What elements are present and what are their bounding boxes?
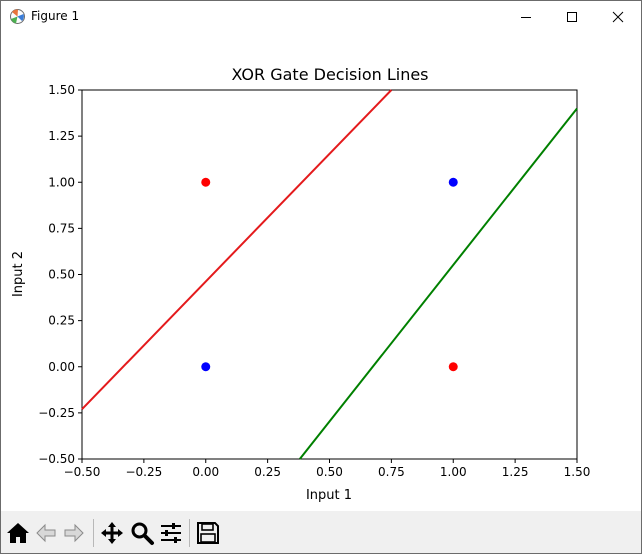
- x-tick-label: −0.25: [125, 465, 162, 479]
- sliders-icon[interactable]: [158, 520, 184, 546]
- figure-canvas[interactable]: XOR Gate Decision Lines −0.50 −0.25 0.00 0.…: [1, 32, 641, 512]
- minimize-button[interactable]: [503, 1, 549, 32]
- toolbar-separator: [93, 519, 94, 547]
- move-icon[interactable]: [99, 520, 125, 546]
- decision-lines: [81, 89, 578, 460]
- scatter-point: [201, 362, 211, 372]
- home-icon[interactable]: [5, 520, 31, 546]
- window-title: Figure 1: [31, 9, 80, 23]
- decision-line: [299, 107, 578, 460]
- y-axis-label: Input 2: [11, 251, 26, 297]
- y-tick-label: 1.50: [48, 83, 75, 97]
- navigation-toolbar: [1, 511, 641, 553]
- maximize-button[interactable]: [549, 1, 595, 32]
- scatter-point: [201, 177, 211, 187]
- axis-ticks: −0.50 −0.25 0.00 0.25 0.50 0.75 1.00 1.25 1.50 −0…: [38, 83, 590, 479]
- close-button[interactable]: [595, 1, 641, 32]
- data-points: [201, 177, 458, 372]
- toolbar-separator: [189, 519, 190, 547]
- y-tick-label: 0.50: [48, 268, 75, 282]
- x-tick-label: 1.00: [440, 465, 467, 479]
- magnifier-icon[interactable]: [129, 520, 155, 546]
- x-tick-label: 0.75: [378, 465, 405, 479]
- y-tick-label: 0.75: [48, 221, 75, 235]
- scatter-point: [448, 177, 458, 187]
- x-tick-label: 0.00: [192, 465, 219, 479]
- title-bar[interactable]: Figure 1: [1, 1, 641, 32]
- chart-title: XOR Gate Decision Lines: [231, 65, 428, 84]
- x-tick-label: 0.50: [316, 465, 343, 479]
- x-tick-label: −0.50: [64, 465, 101, 479]
- arrow-left-icon[interactable]: [33, 520, 59, 546]
- y-tick-label: −0.25: [38, 406, 75, 420]
- y-tick-label: −0.50: [38, 452, 75, 466]
- x-tick-label: 0.25: [254, 465, 281, 479]
- decision-line: [81, 89, 393, 410]
- close-icon: [612, 11, 624, 22]
- arrow-right-icon[interactable]: [61, 520, 87, 546]
- y-tick-label: 1.00: [48, 175, 75, 189]
- y-tick-label: 0.25: [48, 314, 75, 328]
- maximize-icon: [567, 11, 577, 22]
- floppy-disk-icon[interactable]: [195, 520, 221, 546]
- x-axis-label: Input 1: [306, 488, 352, 503]
- y-tick-label: 1.25: [48, 129, 75, 143]
- matplotlib-app-icon: [10, 9, 25, 24]
- x-tick-label: 1.50: [564, 465, 591, 479]
- scatter-point: [448, 362, 458, 372]
- minimize-icon: [521, 16, 531, 18]
- x-tick-label: 1.25: [502, 465, 529, 479]
- plot-area-frame: [81, 89, 578, 460]
- y-tick-label: 0.00: [48, 360, 75, 374]
- chart[interactable]: XOR Gate Decision Lines −0.50 −0.25 0.00 0.…: [1, 32, 641, 512]
